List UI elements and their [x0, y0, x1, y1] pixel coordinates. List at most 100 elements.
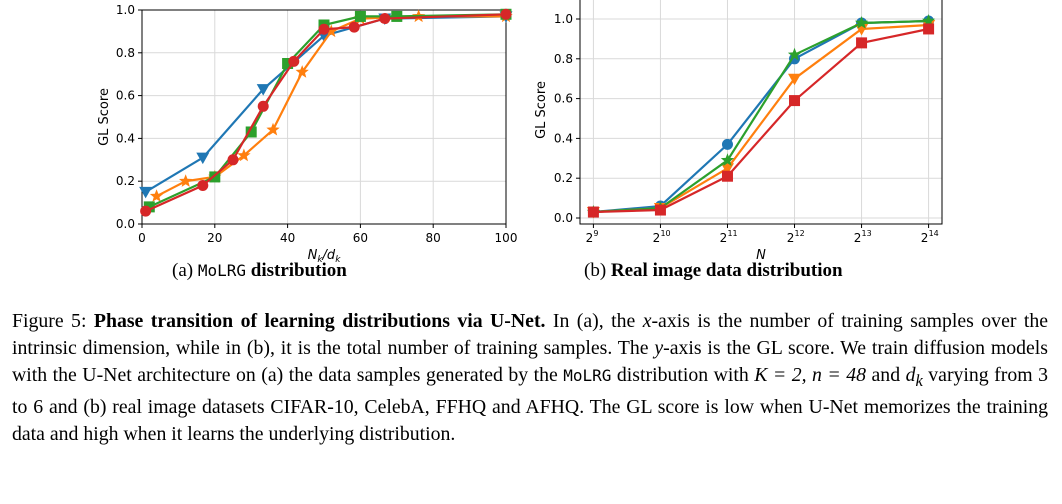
- data-point: [923, 23, 935, 35]
- data-point: [256, 84, 270, 96]
- series-3: [587, 23, 935, 218]
- x-tick-label: 2: [720, 231, 728, 245]
- y-tick-label: 0.6: [116, 89, 135, 103]
- axes-frame: [141, 9, 507, 225]
- x-tick-exponent: 13: [862, 229, 872, 238]
- data-point: [720, 163, 734, 175]
- caption-text: -axis is the GL score. We train diffusio…: [12, 337, 1048, 386]
- x-tick-label: 2: [854, 231, 862, 245]
- y-tick-label: 0.6: [554, 92, 573, 106]
- data-point: [288, 55, 300, 67]
- x-tick-label: 80: [426, 231, 441, 245]
- y-tick-label: 0.2: [554, 171, 573, 185]
- x-tick-label: 20: [207, 231, 222, 245]
- data-point: [140, 205, 152, 217]
- y-tick-label: 0.8: [554, 52, 573, 66]
- caption-math: y: [654, 337, 664, 359]
- x-axis-label: N: [756, 248, 766, 263]
- figure-label: Figure 5:: [12, 310, 87, 332]
- series-line: [593, 27, 929, 214]
- x-tick-label: 100: [495, 231, 518, 245]
- axes-frame: [579, 0, 943, 225]
- data-point: [789, 95, 801, 107]
- y-tick-label: 0.4: [116, 131, 135, 145]
- subcaption-a: (a) MoLRG distribution: [172, 260, 347, 282]
- data-point: [921, 14, 936, 27]
- caption-mono: MoLRG: [563, 366, 612, 385]
- y-tick-label: 0.0: [116, 217, 135, 231]
- series-3: [140, 8, 512, 217]
- x-axis-label: Nk/dk: [308, 248, 342, 265]
- caption-text: -axis is the number of training samples …: [12, 310, 1049, 359]
- data-point: [379, 13, 391, 25]
- data-point: [500, 8, 512, 20]
- data-point: [348, 21, 360, 33]
- caption-text: distribution with: [611, 364, 755, 386]
- x-tick-label: 2: [586, 231, 594, 245]
- caption-text: varying from 3 to 6 and (b) real image d…: [12, 364, 1048, 445]
- chart-a: 0.0 0.2 0.4 0.6 0.8 1.0 0 20 40 60 80 100 GL Score Nk…: [97, 3, 517, 265]
- data-point: [257, 100, 269, 112]
- data-point: [227, 154, 239, 166]
- figure-panels: 0.0 0.2 0.4 0.6 0.8 1.0 0 20 40 60 80 100 GL Score Nk…: [97, 0, 943, 265]
- data-point: [245, 126, 257, 138]
- data-point: [324, 24, 338, 38]
- caption-math: K = 2, n = 48: [754, 364, 867, 386]
- x-tick-exponent: 14: [929, 229, 939, 238]
- x-tick-label: 2: [653, 231, 661, 245]
- data-point: [720, 153, 735, 166]
- data-point: [295, 65, 309, 78]
- data-point: [209, 171, 221, 183]
- x-tick-exponent: 9: [593, 229, 598, 238]
- caption-text: and: [866, 364, 906, 386]
- data-point: [721, 170, 733, 182]
- subcaption-b: (b) Real image data distribution: [584, 260, 843, 282]
- data-point: [266, 122, 280, 136]
- data-point: [788, 73, 802, 86]
- data-point: [179, 174, 193, 187]
- caption-math: dk: [905, 364, 923, 390]
- y-tick-label: 0.4: [554, 131, 573, 145]
- x-tick-label: 2: [787, 231, 795, 245]
- y-tick-label: 0.8: [116, 46, 135, 60]
- data-point: [282, 58, 294, 69]
- y-tick-label: 0.0: [554, 211, 573, 225]
- x-tick-label: 40: [280, 231, 295, 245]
- y-tick-label: 1.0: [554, 12, 573, 26]
- caption-bold: Phase transition of learning distributio…: [93, 310, 546, 332]
- series-line: [593, 19, 929, 214]
- data-point: [139, 186, 153, 199]
- x-tick-exponent: 10: [660, 229, 670, 238]
- data-point: [196, 152, 210, 165]
- data-point: [143, 201, 155, 213]
- subcaption-a-label: (a): [172, 260, 194, 281]
- data-point: [391, 10, 403, 22]
- x-tick-label: 60: [353, 231, 368, 245]
- data-point: [787, 47, 802, 61]
- y-tick-label: 1.0: [116, 3, 135, 17]
- data-point: [654, 204, 666, 216]
- data-point: [587, 206, 599, 218]
- x-tick-exponent: 12: [795, 229, 805, 238]
- data-point: [856, 37, 868, 49]
- caption-math: x: [642, 310, 652, 332]
- x-tick-exponent: 11: [727, 229, 737, 238]
- data-point: [354, 10, 366, 22]
- data-point: [197, 179, 209, 191]
- data-point: [237, 148, 251, 162]
- subcaption-b-bold: Real image data distribution: [610, 260, 843, 281]
- y-axis-label: GL Score: [534, 81, 549, 139]
- data-point: [854, 16, 869, 29]
- y-axis-label: GL Score: [97, 88, 112, 146]
- x-tick-label: 2: [921, 231, 929, 245]
- x-tick-label: 0: [138, 231, 146, 245]
- data-point: [149, 189, 164, 202]
- caption-text: In (a), the: [545, 310, 643, 332]
- data-point: [318, 23, 330, 35]
- subcaption-a-bold: distribution: [250, 260, 347, 281]
- subcaption-a-mono: MoLRG: [197, 261, 247, 280]
- plot-area: [580, 0, 942, 224]
- figure-caption: Figure 5: Phase transition of learning d…: [12, 308, 1048, 448]
- subcaption-b-label: (b): [584, 260, 607, 281]
